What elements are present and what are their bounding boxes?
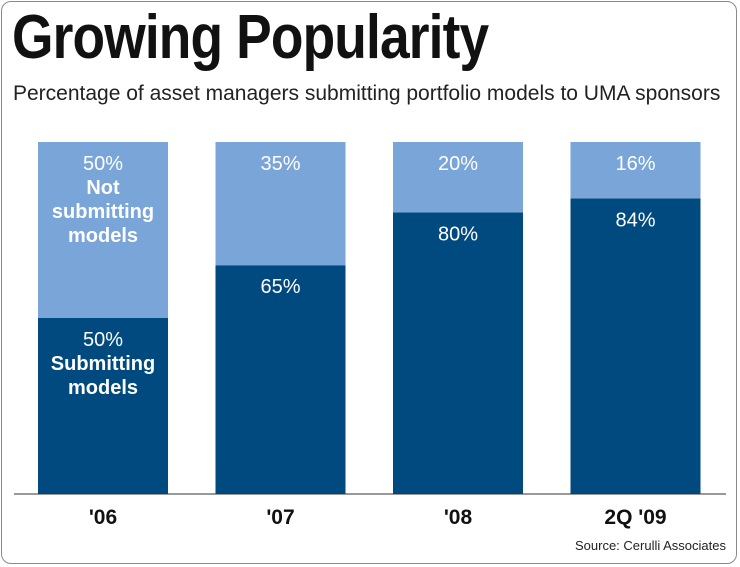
chart-subtitle: Percentage of asset managers submitting … xyxy=(13,82,721,105)
source-note: Source: Cerulli Associates xyxy=(574,538,726,553)
data-label-not-submitting-0: 50% xyxy=(83,153,123,175)
bar-submitting-0 xyxy=(38,318,168,494)
series-label-not-submitting-2: models xyxy=(68,225,138,247)
data-label-not-submitting-3: 16% xyxy=(615,153,655,175)
x-tick-label-3: 2Q '09 xyxy=(604,506,666,529)
series-label-not-submitting-0: Not xyxy=(86,177,120,199)
data-label-submitting-2: 80% xyxy=(438,223,478,245)
data-label-not-submitting-1: 35% xyxy=(260,153,300,175)
chart-title: Growing Popularity xyxy=(12,3,489,72)
data-label-submitting-0: 50% xyxy=(83,329,123,351)
bar-submitting-2 xyxy=(393,212,523,494)
x-tick-label-0: '06 xyxy=(89,506,117,529)
bar-not-submitting-3 xyxy=(570,142,701,199)
data-label-not-submitting-2: 20% xyxy=(438,153,478,175)
bar-not-submitting-1 xyxy=(215,142,346,266)
data-label-submitting-3: 84% xyxy=(615,209,655,231)
series-label-not-submitting-1: submitting xyxy=(52,201,154,223)
x-tick-label-1: '07 xyxy=(266,506,294,529)
series-label-submitting-1: models xyxy=(68,377,138,399)
bar-not-submitting-0 xyxy=(38,142,168,318)
bar-submitting-3 xyxy=(570,198,701,494)
series-label-submitting-0: Submitting xyxy=(51,353,155,375)
bar-submitting-1 xyxy=(215,265,346,494)
bar-not-submitting-2 xyxy=(393,142,523,213)
data-label-submitting-1: 65% xyxy=(260,276,300,298)
x-tick-label-2: '08 xyxy=(444,506,473,529)
